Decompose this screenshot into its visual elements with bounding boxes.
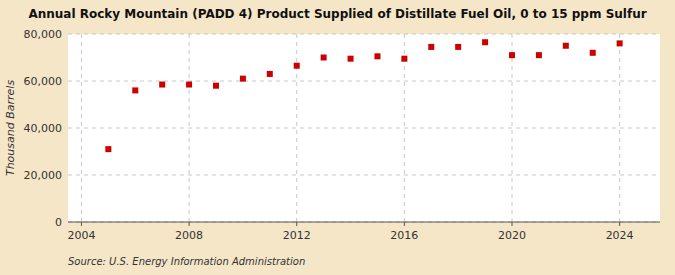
y-tick-label: 80,000 — [24, 28, 63, 41]
x-grid-line — [619, 34, 620, 222]
point — [617, 40, 623, 46]
y-grid-line — [68, 222, 660, 223]
x-tick — [296, 222, 297, 226]
x-tick — [189, 222, 190, 226]
y-tick-label: 40,000 — [24, 122, 63, 135]
plot-background — [68, 34, 660, 222]
x-tick-label: 2016 — [390, 229, 418, 242]
points — [105, 39, 622, 152]
axes: 0 20,000 40,000 60,000 80,000 2004 2008 2012 201… — [24, 28, 661, 242]
x-tick — [512, 222, 513, 226]
x-grid-line — [189, 34, 190, 222]
point — [105, 146, 111, 152]
x-grid-line — [512, 34, 513, 222]
point — [374, 53, 380, 59]
source: Source: U.S. Energy Information Administ… — [68, 256, 305, 267]
x-tick — [81, 222, 82, 226]
point — [590, 50, 596, 56]
point — [213, 83, 219, 89]
x-tick — [619, 222, 620, 226]
x-tick — [404, 222, 405, 226]
point — [401, 56, 407, 62]
x-tick-label: 2004 — [67, 229, 95, 242]
point — [428, 44, 434, 50]
y-grid-line — [68, 128, 660, 129]
point — [159, 82, 165, 88]
point — [294, 63, 300, 69]
y-tick-label: 0 — [55, 216, 62, 229]
y-grid-line — [68, 34, 660, 35]
x-tick-label: 2008 — [175, 229, 203, 242]
title: Annual Rocky Mountain (PADD 4) Product S… — [28, 7, 646, 21]
point — [240, 76, 246, 82]
point — [267, 71, 273, 77]
point — [186, 82, 192, 88]
y-axis-label: Thousand Barrels — [4, 80, 17, 176]
chart: 0 20,000 40,000 60,000 80,000 2004 2008 2012 201… — [0, 0, 675, 275]
y-tick-label: 20,000 — [24, 169, 63, 182]
x-grid-line — [404, 34, 405, 222]
point — [455, 44, 461, 50]
grid — [68, 34, 660, 222]
x-axis-line — [68, 222, 660, 223]
y-grid-line — [68, 175, 660, 176]
y-tick-label: 60,000 — [24, 75, 63, 88]
point — [132, 87, 138, 93]
x-tick-label: 2012 — [283, 229, 311, 242]
x-tick-label: 2020 — [498, 229, 526, 242]
point — [348, 56, 354, 62]
x-grid-line — [81, 34, 82, 222]
point — [321, 55, 327, 61]
point — [563, 43, 569, 49]
x-tick-label: 2024 — [606, 229, 634, 242]
point — [509, 52, 515, 58]
point — [536, 52, 542, 58]
point — [482, 39, 488, 45]
x-grid-line — [296, 34, 297, 222]
y-grid-line — [68, 81, 660, 82]
